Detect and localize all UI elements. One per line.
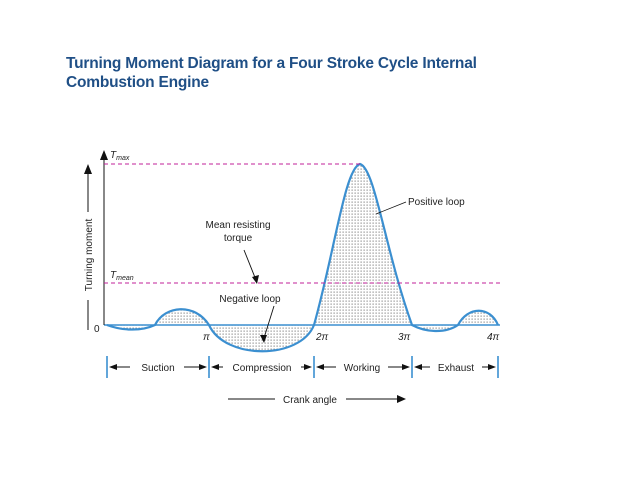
y-axis-title: Turning moment (84, 219, 95, 292)
stroke-exhaust: Exhaust (414, 363, 496, 374)
mean-torque-label-line1: Mean resisting (205, 220, 270, 231)
svg-text:Turning moment: Turning moment (84, 219, 95, 292)
stroke-compression: Compression (211, 363, 312, 374)
svg-text:Suction: Suction (141, 363, 174, 374)
positive-loop-region (314, 164, 412, 325)
stroke-working: Working (316, 363, 410, 374)
tick-pi: π (203, 332, 210, 343)
diagram-title: Turning Moment Diagram for a Four Stroke… (66, 54, 477, 92)
positive-loop-pointer (375, 201, 407, 215)
negative-loop-label: Negative loop (219, 294, 281, 305)
tmean-label: Tmean (110, 270, 134, 282)
svg-text:Compression: Compression (233, 363, 292, 374)
origin-label: 0 (94, 324, 100, 335)
svg-text:Tmax: Tmax (110, 150, 130, 162)
mean-torque-arrowhead (252, 275, 259, 284)
svg-text:Working: Working (344, 363, 381, 374)
mean-torque-pointer (243, 249, 257, 281)
x-axis-title: Crank angle (228, 395, 406, 406)
tmax-label: Tmax (110, 150, 130, 162)
tick-2pi: 2π (315, 332, 329, 343)
title-line-1: Turning Moment Diagram for a Four Stroke… (66, 55, 477, 72)
negative-loop-pointer (263, 305, 275, 339)
turning-moment-curve (106, 162, 500, 353)
negative-loop-region (209, 325, 314, 352)
y-title-arrowhead (84, 164, 92, 174)
tick-3pi: 3π (398, 332, 411, 343)
title-line-2: Combustion Engine (66, 74, 209, 91)
stroke-suction: Suction (109, 363, 207, 374)
positive-loop-label: Positive loop (408, 197, 465, 208)
svg-text:Tmean: Tmean (110, 270, 134, 282)
mean-torque-label-line2: torque (224, 233, 253, 244)
svg-text:Crank angle: Crank angle (283, 395, 337, 406)
svg-text:Exhaust: Exhaust (438, 363, 474, 374)
y-axis-arrowhead (100, 150, 108, 160)
tick-4pi: 4π (487, 332, 500, 343)
negative-loop-arrowhead (260, 335, 267, 343)
